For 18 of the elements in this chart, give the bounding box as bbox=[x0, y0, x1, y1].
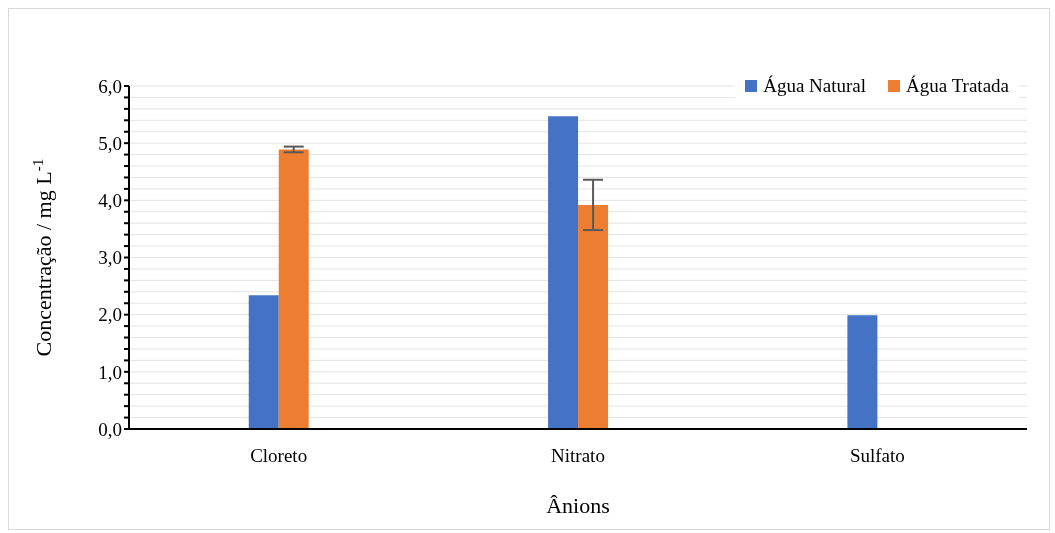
x-tick-label: Cloreto bbox=[250, 445, 308, 467]
y-tick-label: 5,0 bbox=[98, 132, 122, 154]
bar bbox=[248, 295, 279, 429]
y-tick-label: 4,0 bbox=[98, 190, 122, 212]
bar bbox=[278, 149, 309, 429]
y-tick-label: 3,0 bbox=[98, 247, 122, 269]
legend-label: Água Natural bbox=[763, 75, 867, 97]
bar bbox=[847, 315, 878, 429]
bar bbox=[548, 116, 579, 429]
y-tick-label: 1,0 bbox=[98, 361, 122, 383]
bar bbox=[578, 204, 609, 429]
y-tick-label: 0,0 bbox=[98, 418, 122, 440]
x-axis-title: Ânions bbox=[546, 493, 610, 518]
legend-label: Água Tratada bbox=[906, 75, 1009, 97]
x-tick-label: Sulfato bbox=[849, 445, 905, 467]
x-tick-label: Nitrato bbox=[551, 445, 605, 467]
y-tick-label: 2,0 bbox=[98, 304, 122, 326]
y-tick-label: 6,0 bbox=[98, 75, 122, 97]
